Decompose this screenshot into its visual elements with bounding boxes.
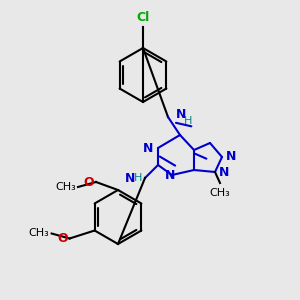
Text: N: N	[176, 109, 186, 122]
Text: N: N	[165, 169, 175, 182]
Text: N: N	[219, 166, 230, 178]
Text: N: N	[124, 172, 135, 184]
Text: Cl: Cl	[136, 11, 150, 24]
Text: N: N	[226, 151, 236, 164]
Text: H: H	[184, 116, 192, 126]
Text: O: O	[83, 176, 94, 188]
Text: O: O	[57, 232, 68, 245]
Text: H: H	[134, 173, 142, 183]
Text: CH₃: CH₃	[55, 182, 76, 192]
Text: CH₃: CH₃	[29, 229, 50, 238]
Text: CH₃: CH₃	[210, 188, 230, 198]
Text: N: N	[142, 142, 153, 154]
